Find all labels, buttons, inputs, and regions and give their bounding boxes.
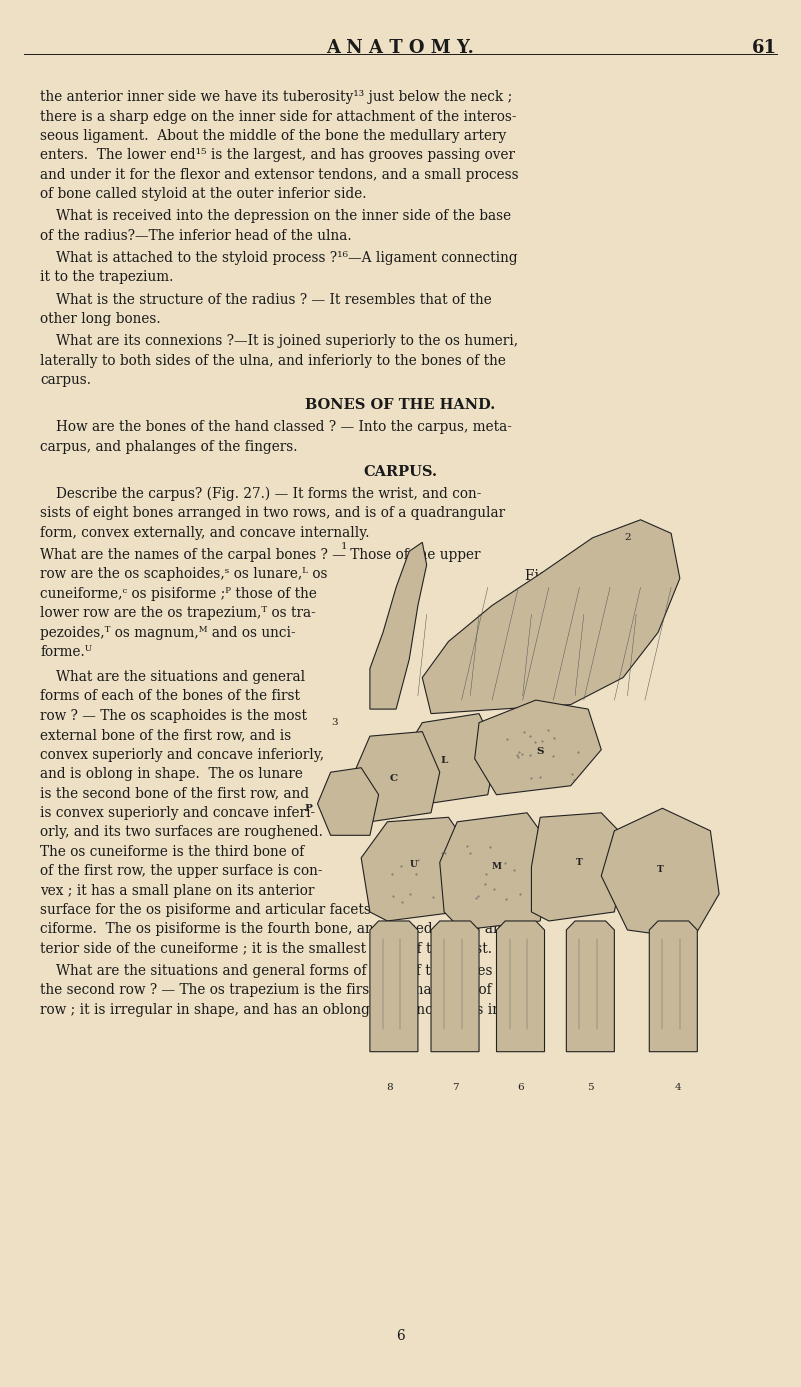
- Text: L: L: [441, 756, 448, 766]
- Text: lower row are the os trapezium,ᵀ os tra-: lower row are the os trapezium,ᵀ os tra-: [40, 606, 316, 620]
- Text: the second row ? — The os trapezium is the first external bone of this: the second row ? — The os trapezium is t…: [40, 983, 521, 997]
- Polygon shape: [370, 542, 427, 709]
- Text: C: C: [390, 774, 398, 784]
- Polygon shape: [531, 813, 627, 921]
- Text: of bone called styloid at the outer inferior side.: of bone called styloid at the outer infe…: [40, 187, 367, 201]
- Polygon shape: [431, 921, 479, 1051]
- Polygon shape: [566, 921, 614, 1051]
- Polygon shape: [422, 520, 680, 713]
- Text: forms of each of the bones of the first: forms of each of the bones of the first: [40, 689, 300, 703]
- Text: M: M: [492, 863, 501, 871]
- Text: other long bones.: other long bones.: [40, 312, 161, 326]
- Text: U: U: [409, 860, 417, 870]
- Text: T: T: [657, 864, 663, 874]
- Polygon shape: [440, 813, 553, 931]
- Text: 61: 61: [752, 39, 777, 57]
- Text: 8: 8: [386, 1083, 392, 1092]
- Text: and under it for the flexor and extensor tendons, and a small process: and under it for the flexor and extensor…: [40, 168, 519, 182]
- Text: of the radius?—The inferior head of the ulna.: of the radius?—The inferior head of the …: [40, 229, 352, 243]
- Text: external bone of the first row, and is: external bone of the first row, and is: [40, 728, 292, 742]
- Text: row ? — The os scaphoides is the most: row ? — The os scaphoides is the most: [40, 709, 307, 723]
- Text: and is oblong in shape.  The os lunare: and is oblong in shape. The os lunare: [40, 767, 303, 781]
- Text: terior side of the cuneiforme ; it is the smallest bone of the wrist.: terior side of the cuneiforme ; it is th…: [40, 942, 492, 956]
- Text: What are the names of the carpal bones ? — Those of the upper: What are the names of the carpal bones ?…: [40, 548, 481, 562]
- Text: T: T: [576, 859, 583, 867]
- Text: cuneiforme,ᶜ os pisiforme ;ᴾ those of the: cuneiforme,ᶜ os pisiforme ;ᴾ those of th…: [40, 587, 317, 601]
- Text: row ; it is irregular in shape, and has an oblong eminence on its inner: row ; it is irregular in shape, and has …: [40, 1003, 525, 1017]
- Text: 3: 3: [332, 718, 338, 727]
- Text: is the second bone of the first row, and: is the second bone of the first row, and: [40, 786, 309, 800]
- Text: 2: 2: [624, 534, 630, 542]
- Text: BONES OF THE HAND.: BONES OF THE HAND.: [305, 398, 496, 412]
- Text: form, convex externally, and concave internally.: form, convex externally, and concave int…: [40, 526, 369, 540]
- Text: CARPUS.: CARPUS.: [364, 465, 437, 479]
- Polygon shape: [602, 809, 719, 939]
- Text: seous ligament.  About the middle of the bone the medullary artery: seous ligament. About the middle of the …: [40, 129, 506, 143]
- Polygon shape: [400, 713, 497, 804]
- Text: vex ; it has a small plane on its anterior: vex ; it has a small plane on its anteri…: [40, 884, 315, 897]
- Text: Describe the carpus? (Fig. 27.) — It forms the wrist, and con-: Describe the carpus? (Fig. 27.) — It for…: [56, 487, 481, 501]
- Polygon shape: [497, 921, 545, 1051]
- Text: laterally to both sides of the ulna, and inferiorly to the bones of the: laterally to both sides of the ulna, and…: [40, 354, 506, 368]
- Text: A N A T O M Y.: A N A T O M Y.: [327, 39, 474, 57]
- Polygon shape: [475, 700, 602, 795]
- Text: pezoides,ᵀ os magnum,ᴹ and os unci-: pezoides,ᵀ os magnum,ᴹ and os unci-: [40, 626, 296, 639]
- Text: ciforme.  The os pisiforme is the fourth bone, and placed on the an-: ciforme. The os pisiforme is the fourth …: [40, 922, 506, 936]
- Text: What are its connexions ?—It is joined superiorly to the os humeri,: What are its connexions ?—It is joined s…: [56, 334, 518, 348]
- Polygon shape: [650, 921, 698, 1051]
- Text: is convex superiorly and concave inferi-: is convex superiorly and concave inferi-: [40, 806, 315, 820]
- Text: convex superiorly and concave inferiorly,: convex superiorly and concave inferiorly…: [40, 748, 324, 761]
- Text: of the first row, the upper surface is con-: of the first row, the upper surface is c…: [40, 864, 323, 878]
- Polygon shape: [352, 732, 440, 821]
- Polygon shape: [361, 817, 470, 921]
- Text: 5: 5: [587, 1083, 594, 1092]
- Text: carpus, and phalanges of the fingers.: carpus, and phalanges of the fingers.: [40, 440, 297, 454]
- Text: What is the structure of the radius ? — It resembles that of the: What is the structure of the radius ? — …: [56, 293, 492, 307]
- Polygon shape: [370, 921, 418, 1051]
- Text: row are the os scaphoides,ˢ os lunare,ᴸ os: row are the os scaphoides,ˢ os lunare,ᴸ …: [40, 567, 328, 581]
- Text: 4: 4: [674, 1083, 681, 1092]
- Text: surface for the os pisiforme and articular facets for the lunare and un-: surface for the os pisiforme and articul…: [40, 903, 527, 917]
- Text: forme.ᵁ: forme.ᵁ: [40, 645, 92, 659]
- Text: the anterior inner side we have its tuberosity¹³ just below the neck ;: the anterior inner side we have its tube…: [40, 90, 513, 104]
- Text: orly, and its two surfaces are roughened.: orly, and its two surfaces are roughened…: [40, 825, 323, 839]
- Text: The os cuneiforme is the third bone of: The os cuneiforme is the third bone of: [40, 845, 304, 859]
- Text: 6: 6: [517, 1083, 524, 1092]
- Text: What is attached to the styloid process ?¹⁶—A ligament connecting: What is attached to the styloid process …: [56, 251, 517, 265]
- Text: What are the situations and general forms of each of the bones of: What are the situations and general form…: [56, 964, 510, 978]
- Text: it to the trapezium.: it to the trapezium.: [40, 270, 174, 284]
- Text: sists of eight bones arranged in two rows, and is of a quadrangular: sists of eight bones arranged in two row…: [40, 506, 505, 520]
- Text: enters.  The lower end¹⁵ is the largest, and has grooves passing over: enters. The lower end¹⁵ is the largest, …: [40, 148, 515, 162]
- Polygon shape: [317, 768, 379, 835]
- Text: What is received into the depression on the inner side of the base: What is received into the depression on …: [56, 209, 511, 223]
- Text: P: P: [305, 804, 312, 813]
- Text: How are the bones of the hand classed ? — Into the carpus, meta-: How are the bones of the hand classed ? …: [56, 420, 512, 434]
- Text: S: S: [537, 748, 544, 756]
- Text: carpus.: carpus.: [40, 373, 91, 387]
- Text: 7: 7: [452, 1083, 458, 1092]
- Text: Fig. 27.: Fig. 27.: [525, 569, 578, 583]
- Text: there is a sharp edge on the inner side for attachment of the interos-: there is a sharp edge on the inner side …: [40, 110, 517, 123]
- Text: 1: 1: [340, 542, 347, 551]
- Text: 6: 6: [396, 1329, 405, 1343]
- Text: What are the situations and general: What are the situations and general: [56, 670, 305, 684]
